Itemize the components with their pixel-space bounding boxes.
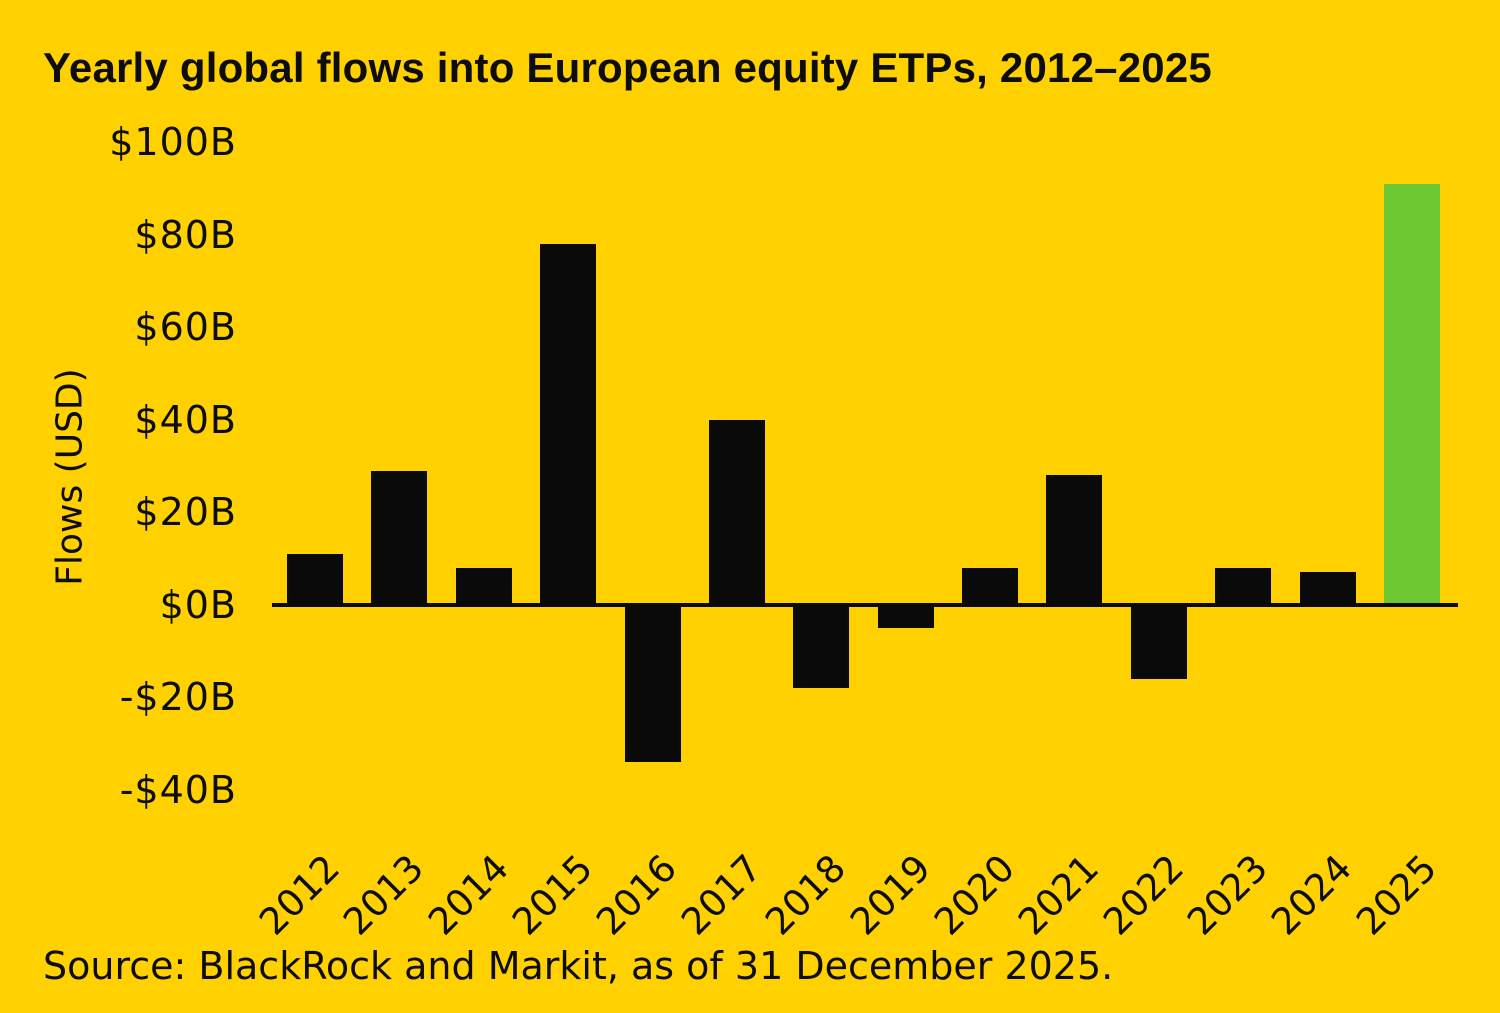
bar-2021 [1046,475,1103,605]
y-tick-label-0: $0B [159,582,237,627]
bar-2012 [287,553,343,605]
bar-2013 [371,470,428,605]
x-tick-label-2021: 2021 [1010,846,1108,944]
bar-2024 [1299,572,1356,605]
y-tick-label-80: $80B [134,212,237,257]
bar-2023 [1215,567,1272,605]
y-tick-label-60: $60B [134,305,237,350]
x-tick-label-2024: 2024 [1263,846,1361,944]
source-note: Source: BlackRock and Markit, as of 31 D… [43,944,1114,988]
bar-2020 [962,567,1019,605]
bar-2015 [540,243,597,605]
x-tick-label-2012: 2012 [250,846,348,944]
y-tick-label-20: $20B [134,490,237,535]
x-tick-label-2020: 2020 [925,846,1023,944]
x-tick-label-2022: 2022 [1094,846,1192,944]
bar-2016 [624,604,681,763]
x-tick-label-2016: 2016 [588,846,686,944]
bar-2018 [793,604,850,689]
x-tick-label-2018: 2018 [757,846,855,944]
x-tick-label-2023: 2023 [1179,846,1277,944]
bar-2017 [708,419,765,605]
x-tick-label-2013: 2013 [335,846,433,944]
x-tick-label-2019: 2019 [841,846,939,944]
y-tick-label-100: $100B [109,120,237,164]
x-axis-line [272,602,1458,607]
x-tick-label-2014: 2014 [419,846,517,944]
bar-2019 [877,604,934,628]
y-tick-label--40: -$40B [119,768,237,812]
x-tick-label-2017: 2017 [672,846,770,944]
chart-title: Yearly global flows into European equity… [43,44,1212,91]
y-tick-label--20: -$20B [119,675,237,720]
x-tick-label-2025: 2025 [1347,846,1445,944]
x-tick-label-2015: 2015 [504,846,602,944]
bar-2022 [1130,604,1187,679]
bar-2014 [455,567,512,605]
y-tick-label-40: $40B [134,397,237,442]
bar-2025 [1384,183,1440,605]
